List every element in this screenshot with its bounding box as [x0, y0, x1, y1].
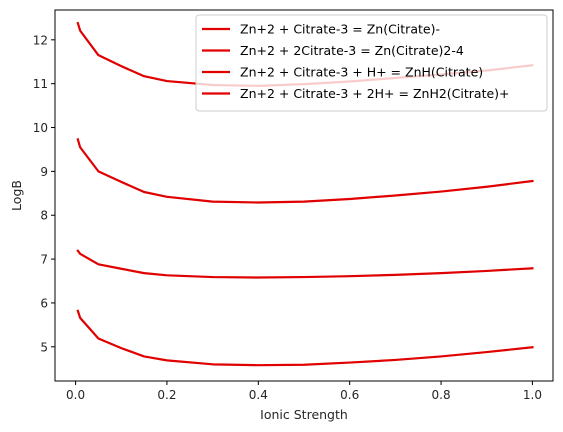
legend-box: [195, 14, 548, 112]
y-tick-label: 8: [40, 209, 48, 223]
legend: Zn+2 + Citrate-3 = Zn(Citrate)- Zn+2 + 2C…: [195, 14, 548, 112]
x-tick-label: 0.6: [340, 388, 359, 402]
series-line-3: [76, 249, 534, 279]
y-tick-label: 7: [40, 253, 48, 267]
legend-label: Zn+2 + 2Citrate-3 = Zn(Citrate)2-4: [240, 43, 464, 58]
x-tick-label: 0.2: [157, 388, 176, 402]
legend-label: Zn+2 + Citrate-3 = Zn(Citrate)-: [240, 22, 440, 37]
x-tick-label: 1.0: [523, 388, 542, 402]
y-tick-label: 5: [40, 340, 48, 354]
y-tick-label: 9: [40, 165, 48, 179]
x-axis-label: Ionic Strength: [260, 407, 348, 422]
y-tick-label: 11: [33, 77, 48, 91]
x-axis: 0.0 0.2 0.4 0.6 0.8 1.0: [66, 381, 542, 402]
y-tick-label: 10: [33, 121, 48, 135]
legend-label: Zn+2 + Citrate-3 + H+ = ZnH(Citrate): [240, 65, 483, 80]
series-line-4: [76, 309, 534, 367]
plot-frame: [54, 9, 554, 382]
x-tick-label: 0.8: [432, 388, 451, 402]
x-tick-label: 0.4: [249, 388, 268, 402]
x-tick-label: 0.0: [66, 388, 85, 402]
series-line-2: [76, 138, 534, 204]
legend-label: Zn+2 + Citrate-3 + 2H+ = ZnH2(Citrate)+: [240, 86, 510, 101]
y-axis: 5 6 7 8 9 10 11 12: [33, 33, 55, 354]
y-tick-label: 12: [33, 33, 48, 47]
y-tick-label: 6: [40, 296, 48, 310]
y-axis-label: LogB: [9, 180, 24, 211]
